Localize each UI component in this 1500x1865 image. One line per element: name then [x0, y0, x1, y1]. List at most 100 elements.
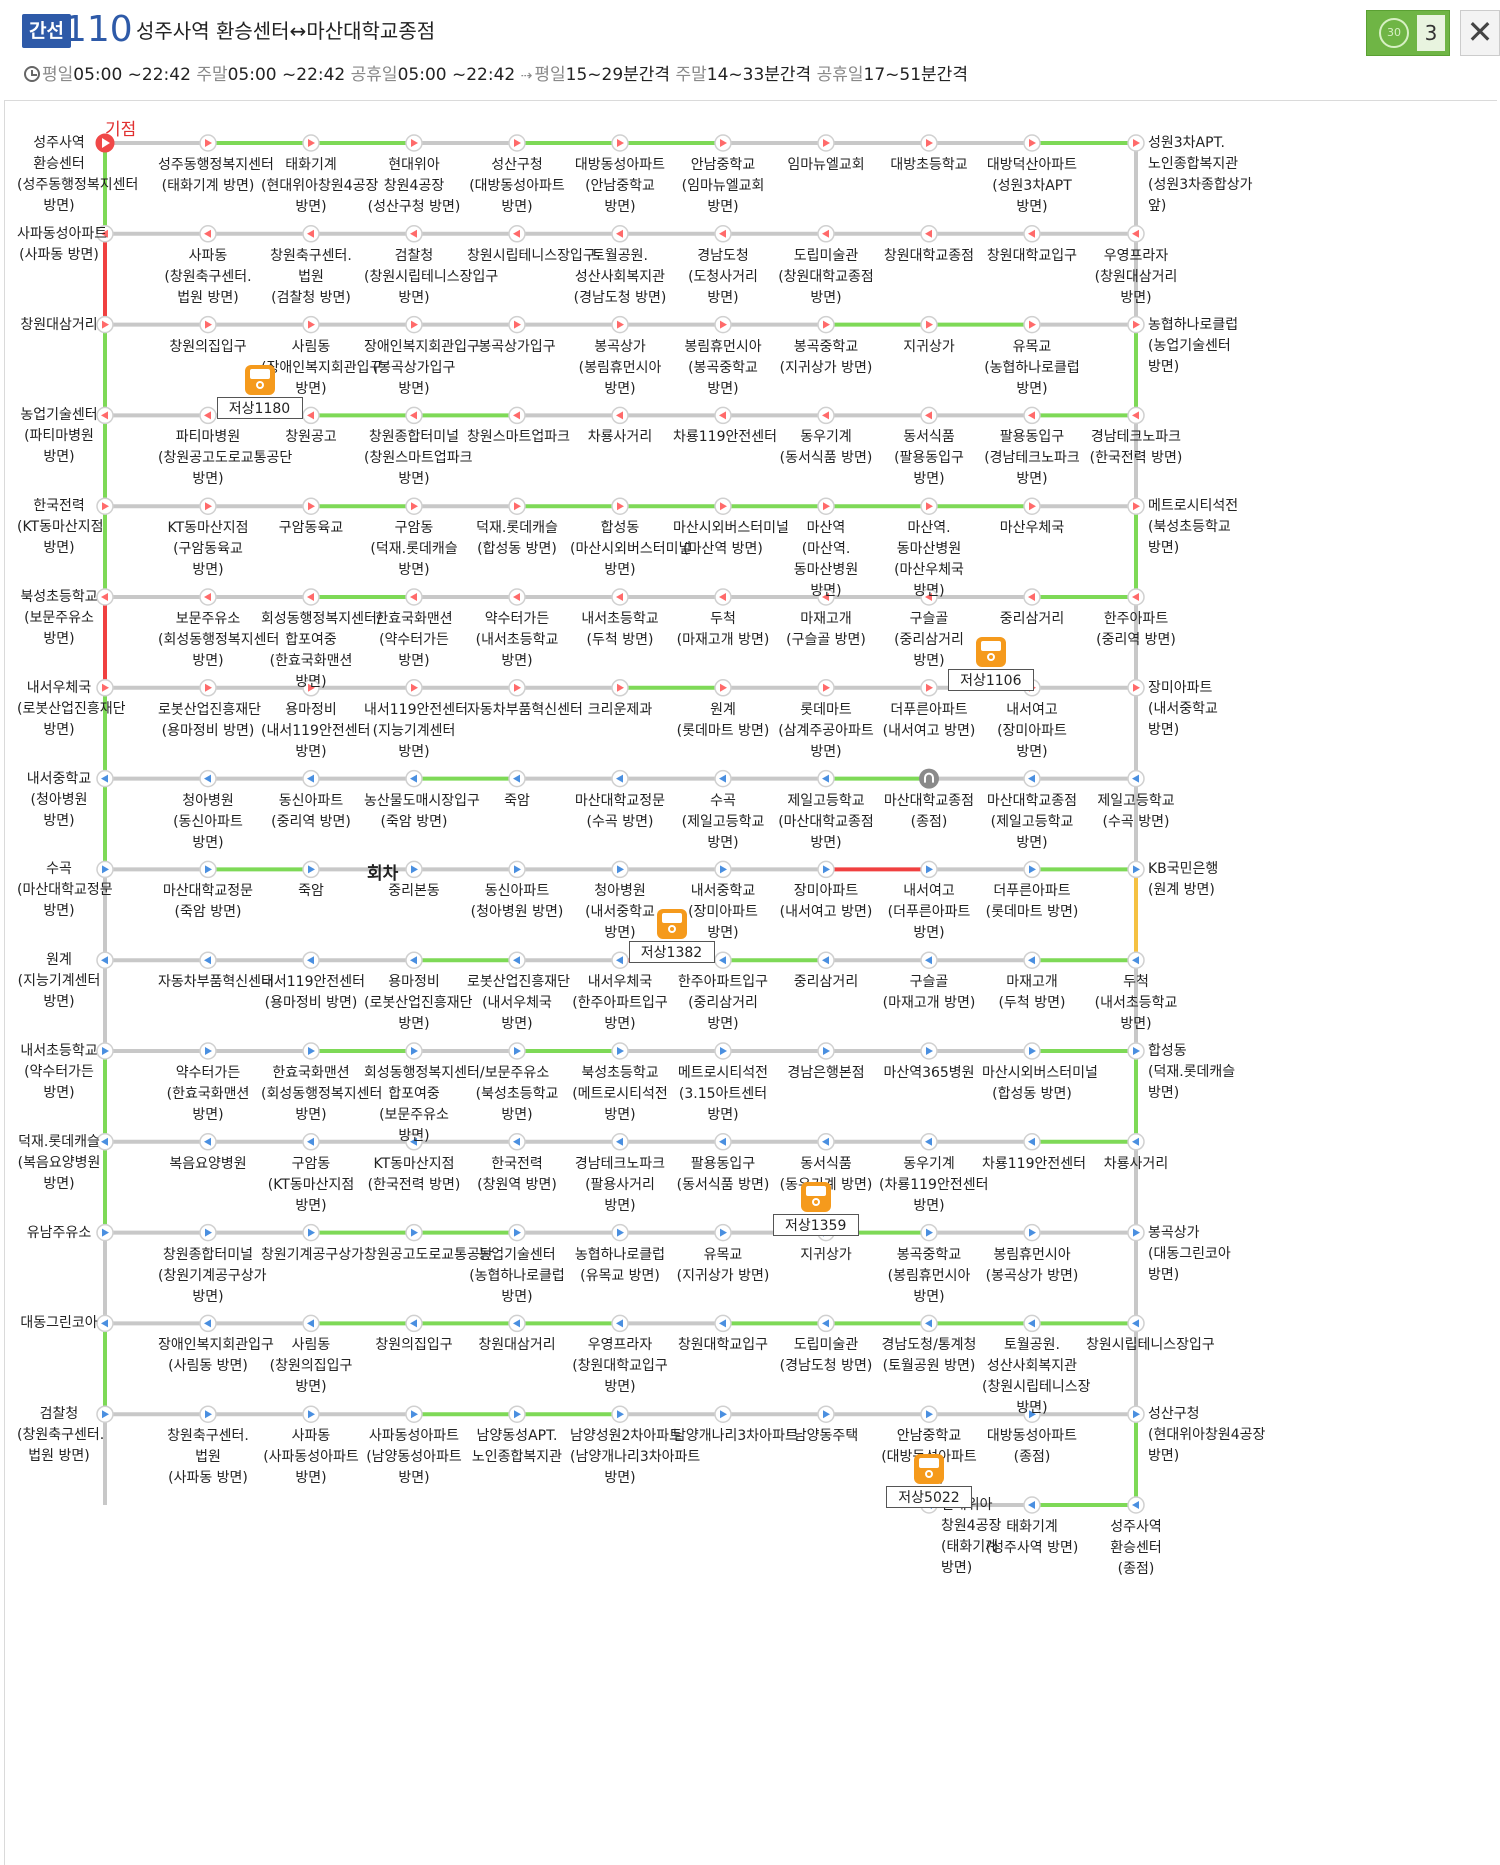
- stop-label[interactable]: 성원3차APT.노인종합복지관 (성원3차종합상가 앞): [1148, 135, 1253, 214]
- stop-label[interactable]: 창원의집입구: [375, 1337, 453, 1354]
- stop-label[interactable]: 토월공원.성산사회복지관 (창원시립테니스장 방면): [982, 1337, 1091, 1417]
- stop-label[interactable]: 덕재.롯데캐슬 (복음요양병원 방면): [17, 1133, 101, 1192]
- stop-label[interactable]: 장애인복지회관입구 (사림동 방면): [158, 1337, 274, 1375]
- stop-label[interactable]: 내서초등학교 (두척 방면): [581, 611, 659, 648]
- stop-label[interactable]: 제일고등학교 (마산대학교종점 방면): [778, 792, 874, 851]
- stop-label[interactable]: 마산시외버스터미널 (마산역 방면): [673, 520, 789, 558]
- stop-label[interactable]: 경남테크노파크 (팔용사거리 방면): [574, 1155, 666, 1214]
- stop-label[interactable]: 죽암: [298, 883, 324, 900]
- stop-label[interactable]: 봉곡상가입구: [478, 338, 556, 355]
- stop-label[interactable]: 마산우체국: [999, 520, 1065, 537]
- stop-label[interactable]: 내서우체국 (한주아파트입구 방면): [572, 974, 668, 1033]
- stop-label[interactable]: 팔용동입구 (경남테크노파크 방면): [984, 429, 1080, 488]
- stop-label[interactable]: 창원대학교종점: [883, 247, 975, 264]
- stop-label[interactable]: 창원대삼거리: [20, 316, 98, 333]
- stop-label[interactable]: 안남중학교 (임마뉴엘교회 방면): [681, 157, 765, 215]
- stop-label[interactable]: 동우기계 (동서식품 방면): [779, 429, 873, 467]
- stop-label[interactable]: 메트로시티석전 (북성초등학교 방면): [1148, 498, 1239, 557]
- stop-label[interactable]: 봉곡중학교 (지귀상가 방면): [779, 338, 873, 376]
- stop-label[interactable]: 창원종합터미널 (창원스마트업파크 방면): [364, 429, 473, 488]
- stop-label[interactable]: 중리삼거리: [793, 974, 859, 991]
- stop-label[interactable]: 남양동주택: [793, 1428, 859, 1445]
- stop-label[interactable]: 유남주유소: [26, 1224, 92, 1241]
- stop-label[interactable]: 지귀상가: [903, 338, 955, 355]
- stop-label[interactable]: 수곡 (제일고등학교 방면): [681, 792, 765, 851]
- stop-label[interactable]: 메트로시티석전 (3.15아트센터 방면): [677, 1065, 769, 1123]
- stop-label[interactable]: KB국민은행 (원계 방면): [1148, 861, 1219, 899]
- stop-label[interactable]: KT동마산지점 (한국전력 방면): [367, 1155, 461, 1193]
- stop-label[interactable]: 창원시립테니스장입구: [467, 247, 596, 264]
- stop-label[interactable]: 차룡119안전센터: [982, 1155, 1087, 1172]
- stop-label[interactable]: 더푸른아파트 (롯데마트 방면): [985, 883, 1079, 921]
- stop-label[interactable]: 봉곡중학교 (봉림휴먼시아 방면): [887, 1246, 971, 1305]
- stop-label[interactable]: 성주사역 환승센터 (성주동행정복지센터 방면): [17, 135, 139, 214]
- stop-label[interactable]: 회성동행정복지센터/합포여중 (보문주유소 방면): [364, 1065, 485, 1144]
- stop-label[interactable]: 농업기술센터 (농협하나로클럽 방면): [469, 1246, 565, 1305]
- stop-label[interactable]: 유목교 (농협하나로클럽 방면): [984, 338, 1080, 397]
- stop-label[interactable]: 동우기계 (차룡119안전센터 방면): [879, 1155, 989, 1214]
- stop-label[interactable]: 창원시립테니스장입구: [1086, 1337, 1215, 1354]
- stop-label[interactable]: 복음요양병원: [169, 1155, 247, 1172]
- stop-label[interactable]: 창원대학교입구: [677, 1337, 769, 1354]
- stop-label[interactable]: 차룡사거리: [587, 429, 653, 446]
- stop-label[interactable]: 자동차부품혁신센터: [158, 974, 274, 991]
- stop-label[interactable]: 용마정비 (로봇산업진흥재단 방면): [364, 974, 473, 1033]
- stop-label[interactable]: 장미아파트 (내서여고 방면): [779, 883, 873, 921]
- stop-label[interactable]: 회성동행정복지센터/합포여중 (한효국화맨션 방면): [261, 611, 382, 690]
- stop-label[interactable]: 중리본동: [388, 883, 440, 900]
- stop-label[interactable]: 구암동 (덕재.롯데캐슬 방면): [370, 520, 458, 579]
- stop-label[interactable]: 약수터가든 (한효국화맨션 방면): [166, 1065, 250, 1123]
- stop-label[interactable]: 내서119안전센터 (지능기계센터 방면): [364, 701, 469, 760]
- stop-label[interactable]: 대방초등학교: [890, 157, 968, 173]
- stop-label[interactable]: 태화기계 (성주사역 방면): [985, 1519, 1079, 1556]
- stop-label[interactable]: 봉림휴먼시아 (봉곡중학교 방면): [684, 338, 762, 397]
- stop-label[interactable]: 임마뉴엘교회: [787, 157, 865, 173]
- stop-label[interactable]: 우영프라자 (창원대삼거리 방면): [1094, 247, 1178, 306]
- stop-label[interactable]: 내서초등학교 (약수터가든 방면): [20, 1043, 98, 1101]
- stop-label[interactable]: 봉림휴먼시아 (봉곡상가 방면): [985, 1246, 1079, 1284]
- stop-label[interactable]: 봉곡상가 (대동그린코아 방면): [1148, 1224, 1231, 1283]
- stop-label[interactable]: 한주아파트입구 (중리삼거리 방면): [677, 974, 769, 1033]
- stop-label[interactable]: 내서여고 (더푸른아파트 방면): [887, 883, 971, 942]
- stop-label[interactable]: 한효국화맨션 (약수터가든 방면): [375, 611, 453, 669]
- stop-label[interactable]: 죽암: [504, 792, 530, 809]
- stop-label[interactable]: 성주동행정복지센터 (태화기계 방면): [158, 157, 274, 194]
- stop-label[interactable]: 마재고개 (구슬골 방면): [786, 611, 866, 648]
- stop-label[interactable]: 경남은행본점: [787, 1065, 865, 1081]
- stop-label[interactable]: 동신아파트 (중리역 방면): [271, 792, 351, 830]
- stop-label[interactable]: 한효국화맨션 (회성동행정복지센터 방면): [261, 1065, 383, 1123]
- stop-label[interactable]: 장애인복지회관입구 (봉곡상가입구 방면): [364, 338, 480, 397]
- stop-label[interactable]: 사파동 (사파동성아파트 방면): [263, 1428, 359, 1487]
- stop-label[interactable]: 북성초등학교 (메트로시티석전 방면): [572, 1065, 668, 1123]
- stop-label[interactable]: 도립미술관 (창원대학교종점 방면): [778, 247, 874, 306]
- stop-label[interactable]: 마산대학교정문 (수곡 방면): [574, 792, 666, 830]
- stop-label[interactable]: 남양동성APT.노인종합복지관: [471, 1428, 563, 1466]
- stop-label[interactable]: 농업기술센터 (파티마병원 방면): [20, 407, 98, 466]
- stop-label[interactable]: 성산구청 (현대위아창원4공장 방면): [1148, 1406, 1266, 1465]
- stop-label[interactable]: 검찰청 (창원시립테니스장입구 방면): [364, 247, 499, 306]
- stop-label[interactable]: 용마정비 (내서119안전센터 방면): [261, 701, 371, 760]
- stop-label[interactable]: 내서우체국 (로봇산업진흥재단 방면): [17, 679, 126, 738]
- stop-label[interactable]: 현대위아 창원4공장 (성산구청 방면): [367, 157, 461, 215]
- stop-label[interactable]: 구슬골 (마재고개 방면): [882, 974, 976, 1012]
- stop-label[interactable]: 마산대학교종점 (종점): [883, 792, 975, 830]
- stop-label[interactable]: 창원축구센터.법원 (사파동 방면): [167, 1428, 249, 1487]
- stop-label[interactable]: 북성초등학교 (보문주유소 방면): [20, 589, 98, 647]
- stop-label[interactable]: 사파동성아파트 (남양동성아파트 방면): [366, 1428, 462, 1487]
- stop-label[interactable]: 차룡119안전센터: [673, 429, 778, 446]
- stop-label[interactable]: 크리운제과: [587, 701, 653, 718]
- stop-label[interactable]: 창원대학교입구: [986, 247, 1078, 264]
- stop-label[interactable]: 합성동 (덕재.롯데캐슬 방면): [1148, 1043, 1236, 1101]
- stop-label[interactable]: 자동차부품혁신센터: [467, 701, 583, 718]
- stop-label[interactable]: 창원기계공구상가: [261, 1246, 365, 1263]
- stop-label[interactable]: 제일고등학교 (수곡 방면): [1097, 792, 1175, 830]
- stop-label[interactable]: 창원대삼거리: [478, 1337, 556, 1354]
- stop-label[interactable]: 사림동 (창원의집입구 방면): [269, 1337, 353, 1396]
- stop-label[interactable]: 더푸른아파트 (내서여고 방면): [882, 701, 976, 739]
- stop-label[interactable]: 내서중학교 (장미아파트 방면): [688, 883, 758, 942]
- stop-label[interactable]: 성산구청 (대방동성아파트 방면): [469, 157, 565, 215]
- stop-label[interactable]: 대방동성아파트 (안남중학교 방면): [574, 157, 666, 215]
- stop-label[interactable]: 두척 (마재고개 방면): [676, 611, 770, 648]
- stop-label[interactable]: 수곡 (마산대학교정문 방면): [17, 861, 113, 920]
- stop-label[interactable]: 보문주유소 (북성초등학교 방면): [475, 1065, 559, 1123]
